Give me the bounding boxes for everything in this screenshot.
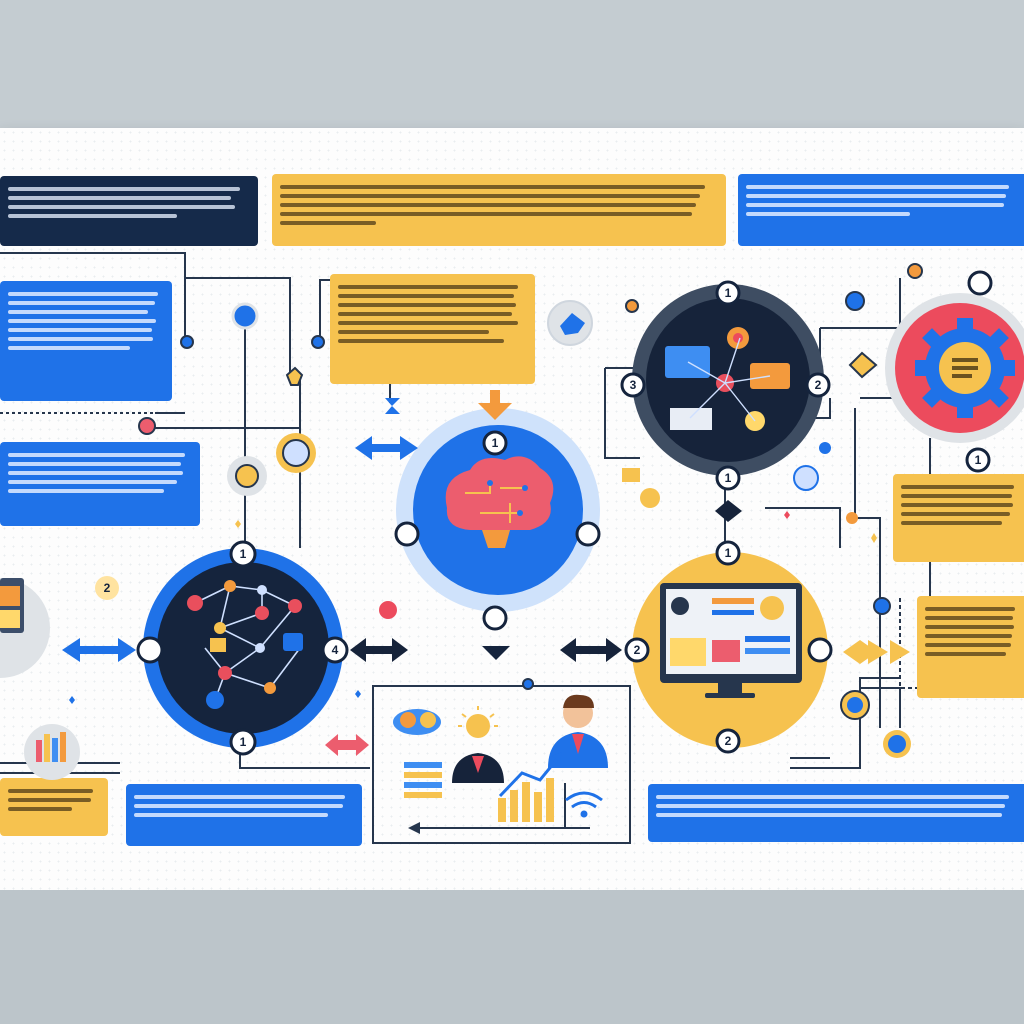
text-block-center-upper	[330, 274, 535, 384]
background-band	[0, 890, 1024, 1024]
right-small-nodes	[622, 263, 923, 758]
diagram-sheet: 1 2 3 4 1 1 4 1 1 3 2 1 1 2 2 1 2	[0, 128, 1024, 890]
text-block-top-right	[738, 174, 1024, 246]
left-small-nodes	[95, 302, 325, 600]
network-node-circle	[143, 548, 343, 748]
brain-icon	[445, 456, 554, 548]
tools-circle	[632, 284, 824, 476]
step-badges-monitor	[624, 540, 833, 754]
list-icon	[404, 762, 442, 798]
text-block-left-middle	[0, 442, 200, 526]
monitor-partial-left	[0, 578, 50, 678]
inner-box-icons	[393, 694, 608, 822]
monitor-circle	[632, 552, 828, 748]
text-block-right-middle	[893, 474, 1024, 562]
text-block-bottom-right	[648, 784, 1024, 842]
person-icon	[452, 753, 504, 783]
text-block-top-left	[0, 176, 258, 246]
brain-circle	[396, 408, 600, 612]
text-block-bottom-left	[0, 778, 108, 836]
step-badges-gear	[965, 270, 993, 473]
double-arrows	[62, 436, 622, 756]
lightbulb-icon	[458, 706, 498, 738]
graphics-layer	[0, 263, 1024, 822]
text-block-left-upper	[0, 281, 172, 401]
left-bar-chart	[24, 724, 80, 780]
growth-chart-icon	[498, 752, 562, 822]
step-badges-network	[136, 540, 349, 756]
text-block-bottom-center	[126, 784, 362, 846]
wifi-icon	[565, 791, 603, 818]
gear-circle	[885, 293, 1024, 443]
step-badges-brain	[394, 430, 601, 631]
network-icon	[187, 580, 303, 709]
cloud-gears-icon	[393, 709, 441, 735]
step-badges-tools	[620, 280, 831, 491]
center-nodes	[379, 300, 593, 690]
monitor-icon	[660, 583, 802, 698]
text-block-top-center	[272, 174, 726, 246]
text-block-right-lower	[917, 596, 1024, 698]
person-icon	[548, 694, 608, 768]
sparkles	[69, 511, 877, 704]
gear-icon	[915, 318, 1015, 418]
